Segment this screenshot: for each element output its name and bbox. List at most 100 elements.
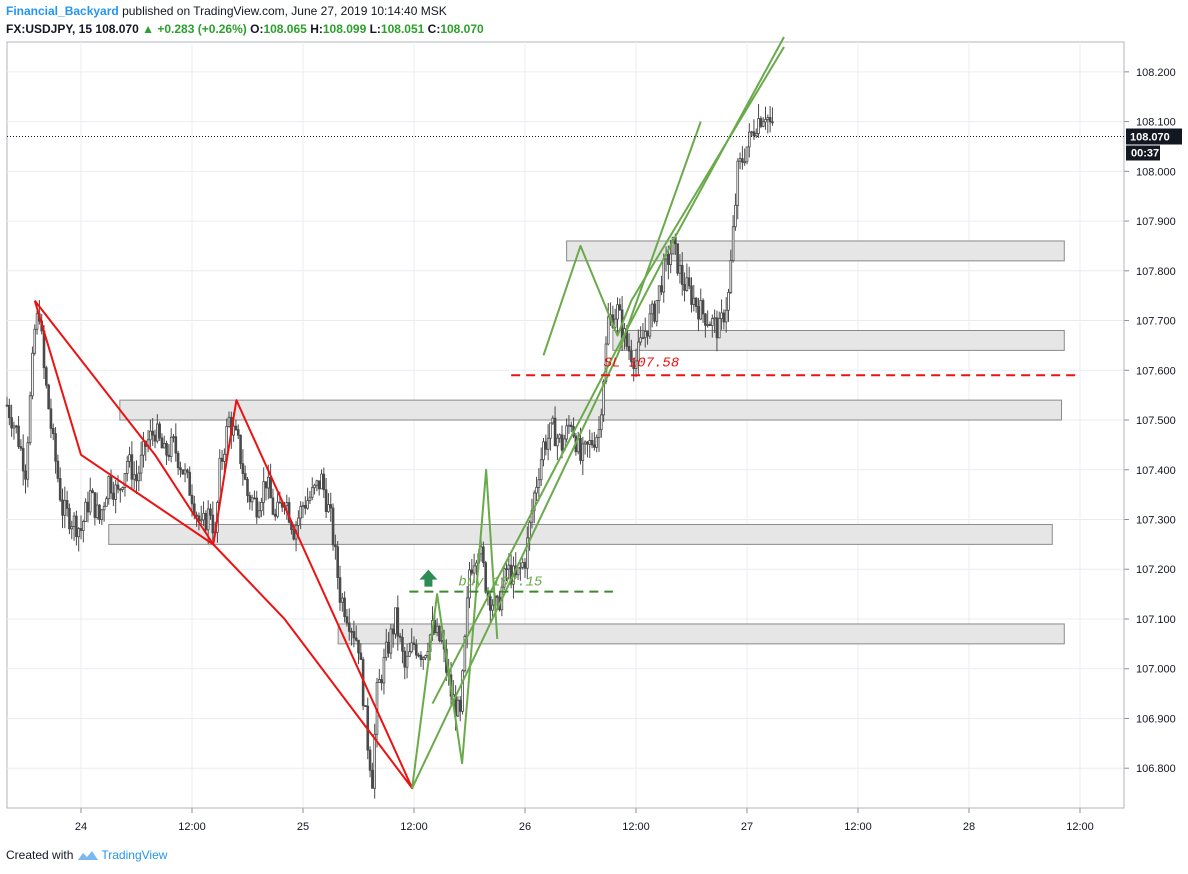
candle-body xyxy=(174,436,178,454)
candle-body xyxy=(56,460,60,479)
y-tick-label: 107.400 xyxy=(1136,465,1176,477)
candle-body xyxy=(220,457,224,462)
candle-body xyxy=(588,440,592,445)
candle-body xyxy=(160,437,164,449)
candle-body xyxy=(151,430,154,436)
author-link[interactable]: Financial_Backyard xyxy=(6,4,119,18)
candle-body xyxy=(546,437,550,450)
candle-body xyxy=(752,131,756,137)
candle-body xyxy=(509,564,513,585)
candle-body xyxy=(403,650,407,668)
candle-body xyxy=(680,264,684,285)
x-tick-label: 12:00 xyxy=(1066,821,1094,833)
candle-body xyxy=(236,429,240,436)
candle-body xyxy=(694,297,698,307)
y-tick-label: 108.000 xyxy=(1136,166,1176,178)
candle-body xyxy=(653,303,656,322)
candle-body xyxy=(549,422,552,439)
candle-body xyxy=(627,346,631,352)
candle-body xyxy=(595,437,598,448)
candle-body xyxy=(14,425,18,428)
candle-body xyxy=(61,499,64,516)
y-tick-label: 106.900 xyxy=(1136,713,1176,725)
candle-body xyxy=(186,469,189,473)
candle-body xyxy=(683,284,686,291)
candle-body xyxy=(458,699,462,712)
candle-body xyxy=(257,510,261,518)
candle-body xyxy=(766,117,770,120)
candle-body xyxy=(697,306,700,320)
candle-body xyxy=(264,481,268,489)
candle-body xyxy=(116,484,120,490)
candle-body xyxy=(17,425,20,447)
candle-body xyxy=(632,361,635,369)
open-value: 108.065 xyxy=(263,22,307,36)
candle-body xyxy=(669,253,672,265)
candle-body xyxy=(715,317,719,339)
candle-body xyxy=(336,546,339,578)
candle-body xyxy=(77,528,80,538)
candle-body xyxy=(132,474,136,480)
published-text: published on TradingView.com, June 27, 2… xyxy=(122,4,447,18)
candle-body xyxy=(646,331,649,337)
candle-body xyxy=(172,436,175,439)
candle-body xyxy=(717,318,721,339)
candle-body xyxy=(306,500,309,509)
supply-demand-zone xyxy=(612,329,1065,351)
y-tick-label: 107.900 xyxy=(1136,216,1176,228)
candle-body xyxy=(637,341,640,362)
candle-body xyxy=(8,404,11,419)
candle-body xyxy=(12,425,16,429)
candle-body xyxy=(100,509,104,521)
candle-body xyxy=(273,513,277,517)
candle-body xyxy=(209,508,212,516)
candle-body xyxy=(456,699,460,717)
green-harmonic-pattern xyxy=(542,46,785,356)
candle-body xyxy=(643,331,647,339)
candle-body xyxy=(671,236,675,255)
candle-body xyxy=(329,504,333,509)
candle-body xyxy=(31,352,34,397)
candle-body xyxy=(521,562,524,568)
candle-body xyxy=(183,469,187,475)
candle-body xyxy=(475,562,478,567)
candle-body xyxy=(583,441,587,445)
candle-body xyxy=(463,635,467,672)
candle-body xyxy=(565,425,568,440)
candle-body xyxy=(606,316,610,345)
candle-body xyxy=(357,639,360,654)
candle-body xyxy=(634,360,638,369)
candle-body xyxy=(729,260,733,293)
y-tick-label: 107.500 xyxy=(1136,415,1176,427)
symbol-label: FX:USDJPY, 15 xyxy=(6,22,93,36)
candle-body xyxy=(301,505,305,507)
candle-body xyxy=(142,441,145,456)
candle-body xyxy=(241,463,245,474)
candle-body xyxy=(569,424,573,428)
candle-body xyxy=(768,117,772,123)
candle-body xyxy=(153,434,157,442)
candle-body xyxy=(262,481,265,503)
candle-body xyxy=(528,521,531,539)
candle-body xyxy=(724,309,728,323)
candle-body xyxy=(123,472,127,489)
candle-body xyxy=(114,484,117,500)
x-tick-label: 26 xyxy=(519,821,531,833)
candle-body xyxy=(364,705,367,707)
candle-body xyxy=(91,490,94,494)
candle-body xyxy=(206,508,210,531)
supply-demand-zone xyxy=(108,523,1053,545)
created-with-text: Created with xyxy=(6,848,74,862)
low-value: 108.051 xyxy=(380,22,425,36)
candle-body xyxy=(269,476,272,499)
tradingview-brand-link[interactable]: TradingView xyxy=(101,848,168,862)
candle-body xyxy=(70,526,74,530)
candle-body xyxy=(750,131,753,134)
candle-body xyxy=(195,514,198,517)
candle-body xyxy=(188,471,191,496)
candle-body xyxy=(28,395,32,444)
candle-body xyxy=(505,568,508,571)
stop-loss-label: SL 107.58 xyxy=(604,355,680,371)
candle-body xyxy=(225,426,228,455)
